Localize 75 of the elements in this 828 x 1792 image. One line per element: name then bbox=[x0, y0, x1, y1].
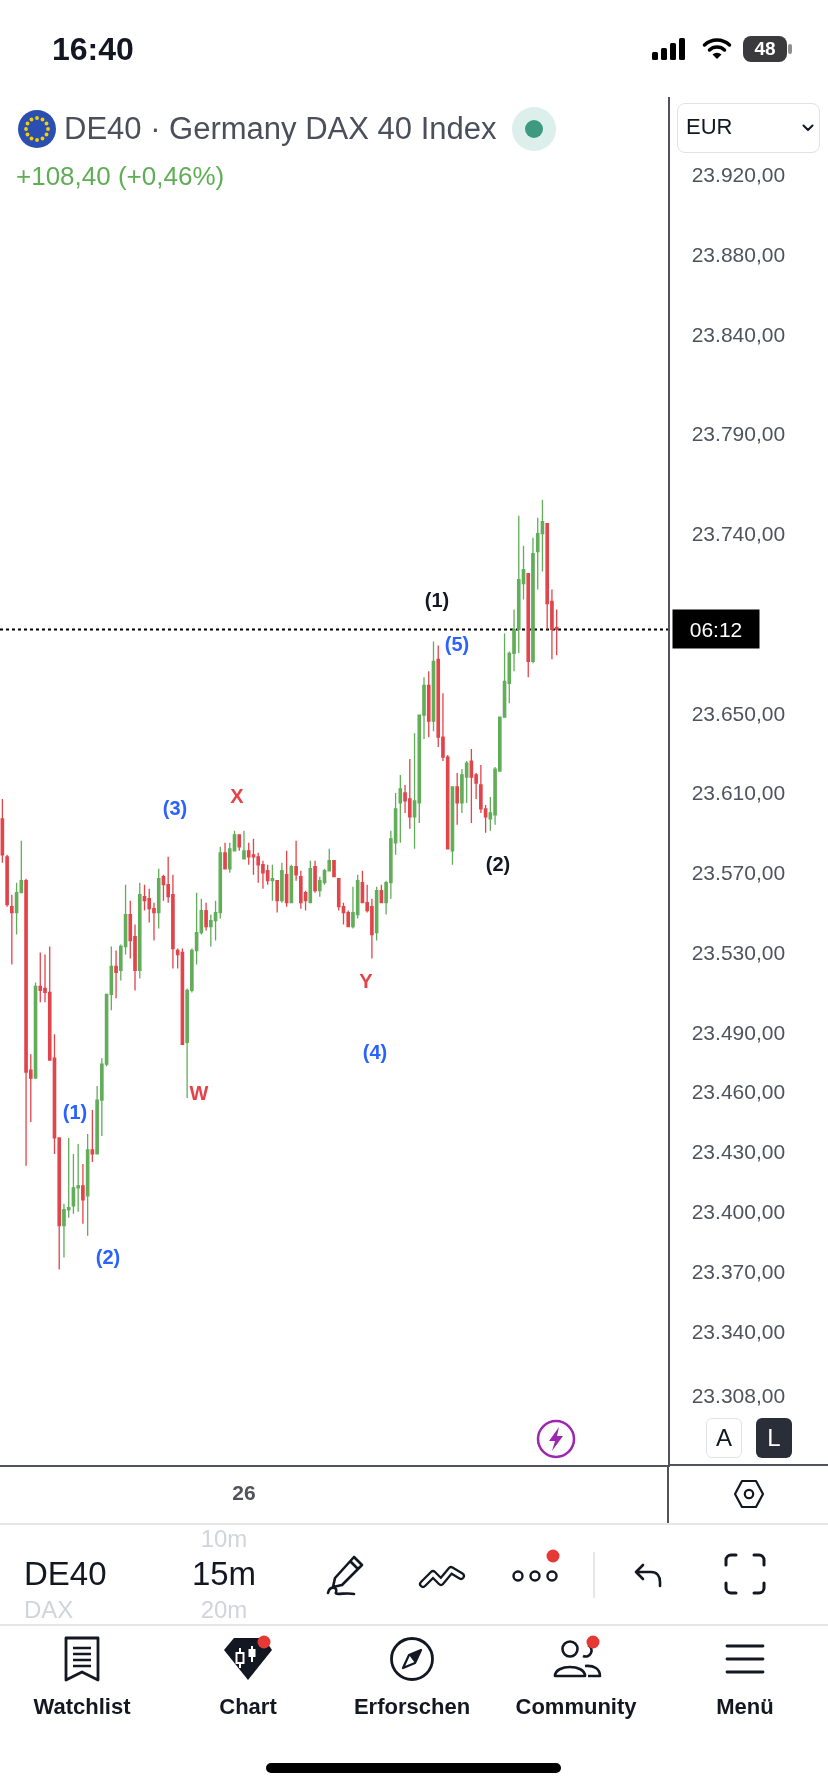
candlestick bbox=[332, 860, 336, 878]
y-tick-label: 23.880,00 bbox=[691, 242, 786, 266]
annotation: (4) bbox=[362, 1041, 388, 1063]
candlestick bbox=[90, 1109, 95, 1163]
annotation: (1) bbox=[62, 1101, 88, 1123]
candlestick bbox=[284, 850, 289, 908]
candlestick bbox=[526, 572, 531, 678]
y-tick-label: 23.530,00 bbox=[691, 940, 786, 964]
text: Erforschen bbox=[352, 1693, 472, 1721]
text: 06:12 bbox=[689, 617, 743, 641]
candlestick bbox=[0, 798, 5, 864]
y-tick-label: 23.340,00 bbox=[691, 1319, 786, 1343]
y-tick-label: 23.570,00 bbox=[691, 861, 786, 885]
y-tick-label: 23.920,00 bbox=[691, 163, 786, 187]
text: DE40 · Germany DAX 40 Index bbox=[64, 110, 497, 148]
y-tick-label: 23.610,00 bbox=[691, 781, 786, 805]
y-tick-label: 23.430,00 bbox=[691, 1140, 786, 1164]
text: +108,40 (+0,46%) bbox=[16, 160, 225, 192]
candlestick bbox=[204, 901, 208, 932]
candlestick bbox=[280, 862, 284, 904]
y-tick-label: 23.460,00 bbox=[691, 1080, 786, 1104]
candlestick bbox=[175, 947, 180, 970]
y-tick-label: 23.308,00 bbox=[691, 1383, 786, 1407]
annotation: (3) bbox=[162, 797, 188, 819]
text: 15m bbox=[190, 1554, 258, 1594]
candlestick bbox=[237, 834, 242, 852]
candlestick bbox=[5, 854, 9, 908]
y-tick-label: 23.790,00 bbox=[691, 422, 786, 446]
candlestick bbox=[76, 1143, 80, 1213]
candlestick bbox=[10, 894, 14, 966]
text: A bbox=[706, 1418, 742, 1458]
text: Community bbox=[514, 1693, 638, 1721]
candlestick bbox=[407, 758, 412, 830]
candlestick bbox=[531, 537, 535, 664]
candlestick bbox=[242, 830, 246, 860]
candlestick bbox=[455, 772, 459, 826]
text: EUR bbox=[686, 113, 733, 141]
candlestick bbox=[426, 670, 431, 738]
annotation: (5) bbox=[444, 633, 470, 655]
candlestick bbox=[38, 951, 43, 1003]
candlestick bbox=[299, 870, 303, 910]
text: Chart bbox=[218, 1693, 278, 1721]
y-tick-label: 23.490,00 bbox=[691, 1020, 786, 1044]
candlestick bbox=[114, 949, 118, 1000]
candlestick bbox=[294, 840, 298, 882]
annotation: X bbox=[230, 785, 244, 807]
x-tick-label: 26 bbox=[232, 1480, 256, 1504]
candlestick bbox=[398, 774, 403, 844]
candlestick bbox=[156, 868, 161, 930]
text: 16:40 bbox=[52, 30, 134, 69]
candlestick bbox=[275, 880, 279, 914]
candlestick bbox=[14, 882, 19, 936]
text: L bbox=[756, 1418, 792, 1458]
annotation: Y bbox=[359, 970, 373, 992]
y-tick-label: 23.650,00 bbox=[691, 701, 786, 725]
candlestick bbox=[109, 945, 114, 1011]
y-tick-label: 23.840,00 bbox=[691, 322, 786, 346]
text: DE40 bbox=[24, 1554, 107, 1594]
candlestick bbox=[85, 1133, 90, 1237]
annotation: (2) bbox=[485, 853, 511, 875]
candlestick bbox=[19, 840, 24, 894]
candlestick bbox=[313, 860, 317, 894]
text: Watchlist bbox=[32, 1693, 132, 1721]
annotation: W bbox=[189, 1082, 209, 1104]
annotation: (1) bbox=[424, 589, 450, 611]
candlestick bbox=[137, 882, 142, 980]
y-tick-label: 23.400,00 bbox=[691, 1200, 786, 1224]
candlestick bbox=[81, 1163, 85, 1225]
candlestick bbox=[223, 842, 227, 870]
candlestick bbox=[469, 748, 474, 824]
annotation: (2) bbox=[95, 1246, 121, 1268]
text: Menü bbox=[715, 1693, 775, 1721]
y-tick-label: 23.370,00 bbox=[691, 1259, 786, 1283]
candlestick bbox=[270, 864, 275, 902]
y-tick-label: 23.740,00 bbox=[691, 522, 786, 546]
